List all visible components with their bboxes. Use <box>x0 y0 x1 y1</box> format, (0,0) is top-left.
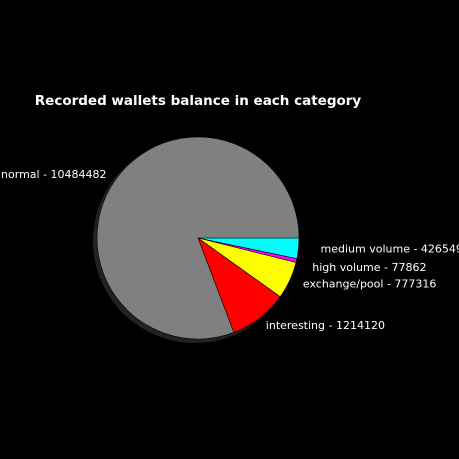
pie-label-medium-volume: medium volume - 426549 <box>321 242 459 255</box>
pie-label-normal: normal - 10484482 <box>1 168 107 181</box>
pie-labels: medium volume - 426549 high volume - 7786… <box>1 168 459 332</box>
pie-label-exchange-pool: exchange/pool - 777316 <box>303 278 437 291</box>
pie-slices <box>96 136 300 340</box>
pie-label-interesting: interesting - 1214120 <box>266 319 385 332</box>
pie-slice-normal <box>96 136 300 340</box>
pie-label-high-volume: high volume - 77862 <box>312 261 426 274</box>
chart-title: Recorded wallets balance in each categor… <box>35 93 362 109</box>
